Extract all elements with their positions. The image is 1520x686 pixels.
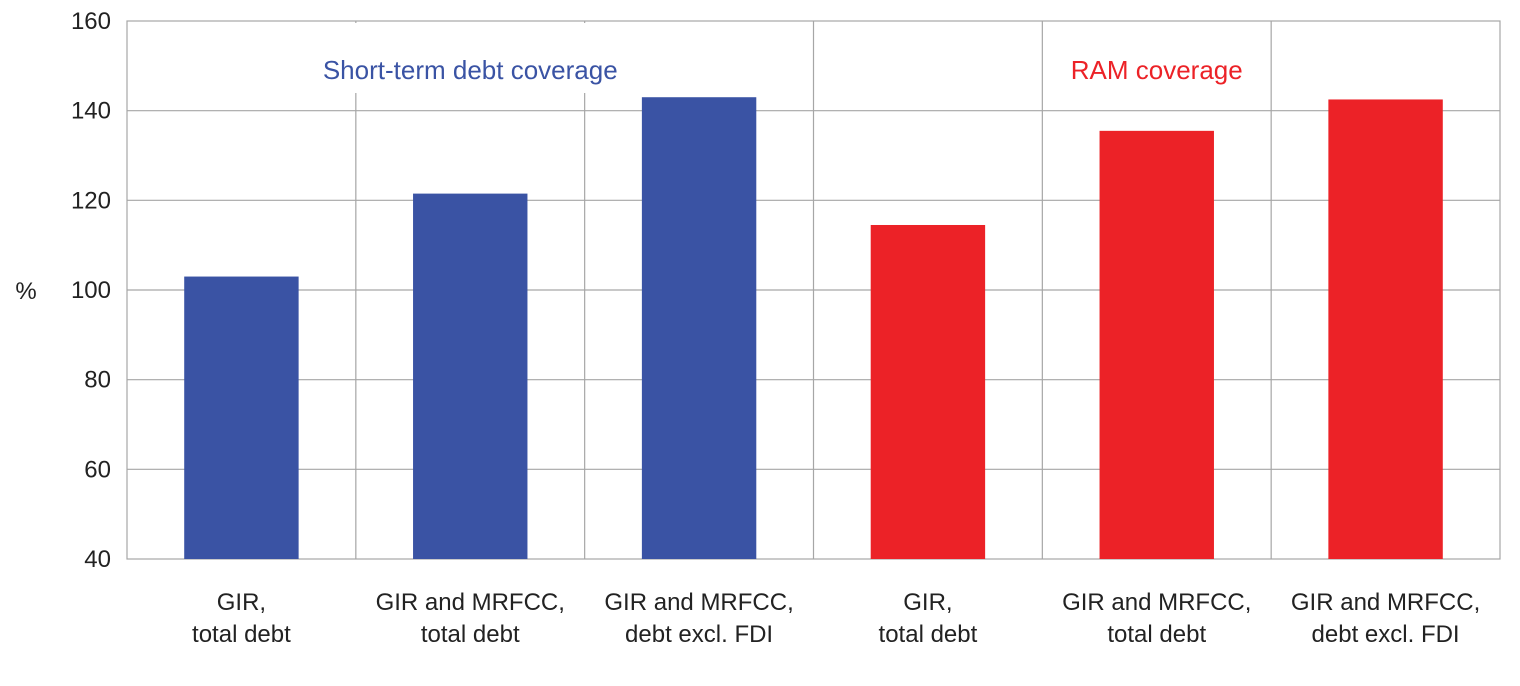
x-tick-label-0-1: total debt [192,621,291,648]
x-tick-label-2-0: GIR and MRFCC, [604,589,793,616]
group-label-bg-1 [1056,23,1257,93]
bar-0 [184,276,299,559]
y-tick-label-80: 80 [84,367,111,394]
x-tick-label-5-1: debt excl. FDI [1312,621,1460,648]
x-tick-label-4-1: total debt [1107,621,1206,648]
x-tick-label-0-0: GIR, [217,589,266,616]
bar-3 [870,224,986,559]
group-label-1: RAM coverage [1071,55,1243,85]
bar-2 [641,97,757,559]
y-axis-label: % [15,278,36,305]
y-tick-label-40: 40 [84,546,111,573]
bar-5 [1328,99,1443,559]
y-tick-label-120: 120 [71,187,111,214]
x-tick-label-1-1: total debt [421,621,520,648]
bar-1 [413,193,528,559]
x-tick-label-3-0: GIR, [903,589,952,616]
group-label-0: Short-term debt coverage [323,55,618,85]
x-tick-label-1-0: GIR and MRFCC, [376,589,565,616]
y-tick-label-140: 140 [71,98,111,125]
y-tick-label-60: 60 [84,456,111,483]
bar-4 [1099,130,1214,559]
y-tick-label-160: 160 [71,8,111,35]
x-tick-label-2-1: debt excl. FDI [625,621,773,648]
group-label-bg-0 [308,23,632,93]
x-tick-label-3-1: total debt [879,621,978,648]
y-tick-label-100: 100 [71,277,111,304]
x-tick-label-4-0: GIR and MRFCC, [1062,589,1251,616]
x-tick-label-5-0: GIR and MRFCC, [1291,589,1480,616]
